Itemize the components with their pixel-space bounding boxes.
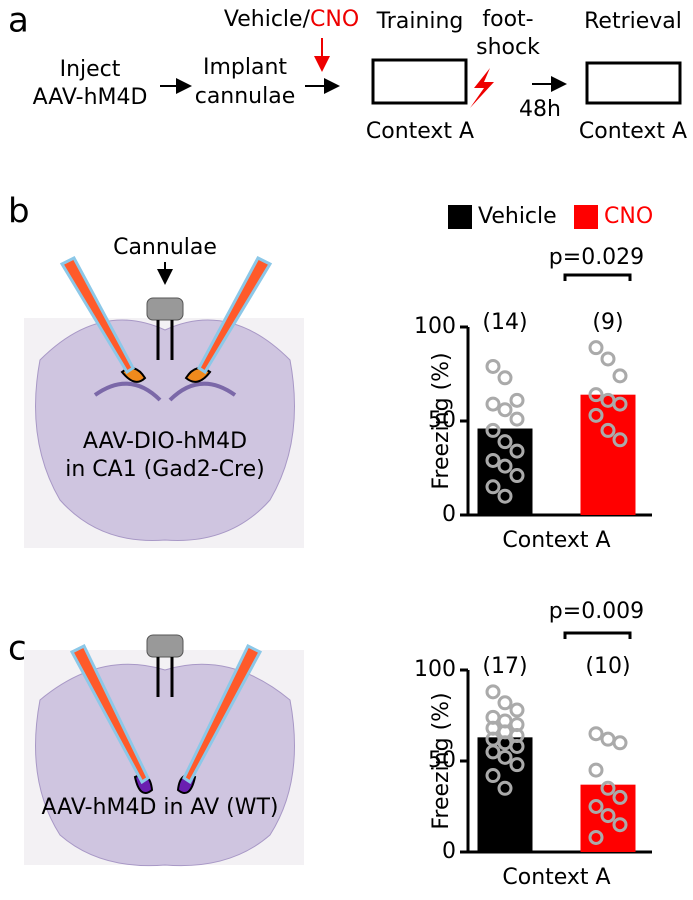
- data-point: [588, 829, 604, 845]
- data-point: [485, 452, 501, 468]
- shock-icon: [470, 68, 494, 108]
- brain-image: [24, 256, 304, 548]
- data-point: [600, 808, 616, 824]
- annotation: Cannulae: [113, 235, 217, 260]
- data-point: [588, 340, 604, 356]
- data-point: [509, 411, 525, 427]
- n-label: (10): [585, 654, 630, 679]
- step-text: Vehicle/: [224, 7, 311, 32]
- data-point: [497, 695, 513, 711]
- data-point: [612, 735, 628, 751]
- p-value: p=0.009: [549, 599, 644, 624]
- data-point: [600, 422, 616, 438]
- step-text: foot-: [482, 7, 533, 32]
- data-point: [485, 396, 501, 412]
- data-point: [588, 799, 604, 814]
- data-point: [497, 370, 513, 386]
- y-tick-label: 50: [428, 748, 456, 773]
- legend-label: Vehicle: [478, 204, 557, 229]
- annotation: AAV-hM4D in AV (WT): [42, 795, 279, 820]
- data-point: [588, 407, 604, 423]
- context-box: [371, 58, 468, 105]
- panel-label: c: [8, 629, 27, 669]
- data-point: [497, 488, 513, 504]
- y-tick-label: 100: [414, 657, 456, 682]
- y-axis-label: Freezing (%): [429, 352, 454, 489]
- brain-image: [24, 634, 304, 867]
- step-text: Context A: [366, 119, 474, 144]
- y-axis-label: Freezing (%): [429, 692, 454, 829]
- data-point: [612, 817, 628, 833]
- step-text: AAV-hM4D: [33, 85, 148, 110]
- step-text: Implant: [203, 55, 287, 80]
- step-text: cannulae: [195, 84, 296, 109]
- data-point: [497, 434, 513, 450]
- p-value: p=0.029: [549, 245, 644, 270]
- data-point: [509, 443, 525, 459]
- step-text: Retrieval: [584, 9, 682, 34]
- data-point: [600, 351, 616, 367]
- panel-label: a: [8, 1, 29, 41]
- data-point: [497, 402, 513, 418]
- data-point: [485, 358, 501, 374]
- data-point: [588, 726, 604, 742]
- data-point: [497, 780, 513, 796]
- annotation: AAV-DIO-hM4D: [83, 429, 247, 454]
- x-tick-label: Context A: [502, 865, 610, 890]
- data-point: [509, 392, 525, 408]
- data-point: [485, 479, 501, 495]
- data-point: [600, 780, 616, 796]
- data-point: [485, 744, 501, 760]
- data-point: [485, 768, 501, 784]
- data-point: [588, 387, 604, 403]
- step-text: Training: [376, 9, 464, 34]
- step-text: CNO: [310, 7, 359, 32]
- y-tick-label: 0: [442, 839, 456, 864]
- significance-bracket: [563, 631, 632, 639]
- data-point: [509, 757, 525, 773]
- data-point: [509, 738, 525, 754]
- n-label: (14): [482, 310, 527, 335]
- step-text: Context A: [579, 119, 687, 144]
- step-text: 48h: [519, 97, 561, 122]
- y-tick-label: 0: [442, 502, 456, 527]
- data-point: [612, 432, 628, 448]
- bar: [580, 394, 636, 515]
- data-point: [612, 368, 628, 384]
- legend-swatch: [574, 205, 598, 229]
- data-point: [588, 762, 604, 778]
- n-label: (17): [482, 654, 527, 679]
- panel-label: b: [8, 192, 30, 232]
- annotation: in CA1 (Gad2-Cre): [65, 457, 265, 482]
- data-point: [497, 749, 513, 765]
- context-box: [585, 61, 682, 105]
- data-point: [600, 731, 616, 747]
- n-label: (9): [592, 310, 623, 335]
- step-text: shock: [476, 35, 540, 60]
- data-point: [497, 458, 513, 474]
- data-point: [509, 468, 525, 484]
- x-tick-label: Context A: [502, 528, 610, 553]
- y-tick-label: 100: [414, 314, 456, 339]
- legend-swatch: [448, 205, 472, 229]
- significance-bracket: [563, 273, 632, 281]
- step-text: Inject: [60, 57, 121, 82]
- y-tick-label: 50: [428, 408, 456, 433]
- data-point: [485, 684, 501, 700]
- data-point: [612, 396, 628, 412]
- legend-label: CNO: [604, 204, 653, 229]
- data-point: [612, 789, 628, 805]
- data-point: [485, 422, 501, 438]
- data-point: [509, 702, 525, 718]
